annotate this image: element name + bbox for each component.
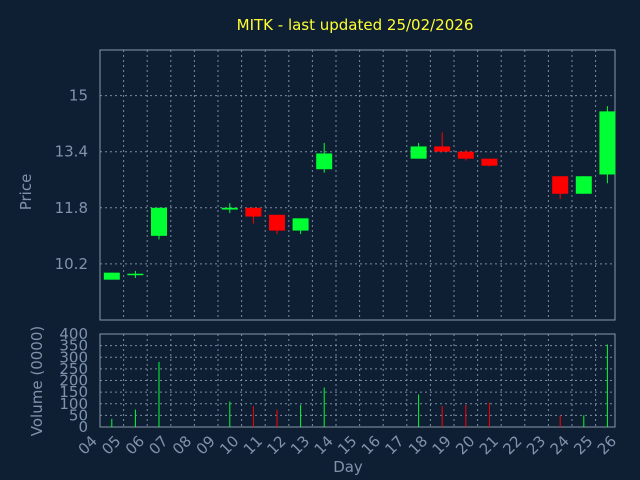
candle-body [127,273,144,276]
candle-body [552,176,569,194]
candle-body [457,151,474,159]
price-tick-label: 10.2 [55,255,88,273]
volume-tick-label: 150 [59,383,88,401]
x-tick-label: 20 [452,432,478,458]
candle-body [481,158,498,166]
x-tick-label: 21 [476,432,502,458]
price-tick-label: 15 [69,87,88,105]
x-tick-label: 09 [193,432,219,458]
volume-axis-label: Volume (0000) [28,326,46,436]
x-tick-label: 19 [429,432,455,458]
x-tick-label: 10 [216,432,242,458]
price-panel-frame [99,49,616,321]
x-tick-label: 08 [169,432,195,458]
volume-tick-label: 400 [59,325,88,343]
x-axis-ticks: 0405060708091011121314151617181920212223… [75,432,620,458]
x-tick-label: 25 [570,432,596,458]
volume-tick-label: 100 [59,395,88,413]
candle-body [103,272,120,280]
price-grid [100,50,615,320]
x-tick-label: 16 [358,432,384,458]
volume-tick-label: 200 [59,372,88,390]
x-tick-label: 07 [145,432,171,458]
candle-body [316,153,333,170]
candle-body [221,207,238,210]
x-tick-label: 14 [311,432,337,458]
candle-body [292,218,309,231]
candle-body [599,111,616,175]
candle-body [245,207,262,217]
x-tick-label: 17 [381,432,407,458]
candle-body [434,146,451,152]
x-tick-label: 22 [499,432,525,458]
volume-grid [100,333,615,428]
x-tick-label: 06 [122,432,148,458]
volume-tick-label: 350 [59,337,88,355]
price-axis-ticks: 10.2 11.8 13.4 15 [55,87,88,273]
x-tick-label: 18 [405,432,431,458]
candlestick-series [103,106,616,280]
price-tick-label: 11.8 [55,199,88,217]
volume-tick-label: 300 [59,348,88,366]
x-tick-label: 15 [334,432,360,458]
x-tick-label: 24 [547,432,573,458]
x-tick-label: 13 [287,432,313,458]
x-tick-label: 11 [240,432,266,458]
candle-body [269,214,285,231]
candle-body [410,146,427,159]
x-tick-label: 12 [263,432,289,458]
x-tick-label: 26 [594,432,620,458]
x-tick-label: 23 [523,432,549,458]
volume-tick-label: 50 [69,406,88,424]
price-tick-label: 13.4 [55,143,88,161]
volume-series [111,344,608,427]
x-axis-label: Day [333,458,363,476]
x-tick-label: 05 [98,432,124,458]
candle-body [575,176,592,194]
volume-tick-label: 0 [78,418,88,436]
volume-tick-label: 250 [59,360,88,378]
candle-body [151,207,167,236]
x-tick-label: 04 [75,432,101,458]
price-axis-label: Price [17,174,35,211]
chart-title: MITK - last updated 25/02/2026 [237,16,474,34]
volume-panel-frame [99,333,616,428]
